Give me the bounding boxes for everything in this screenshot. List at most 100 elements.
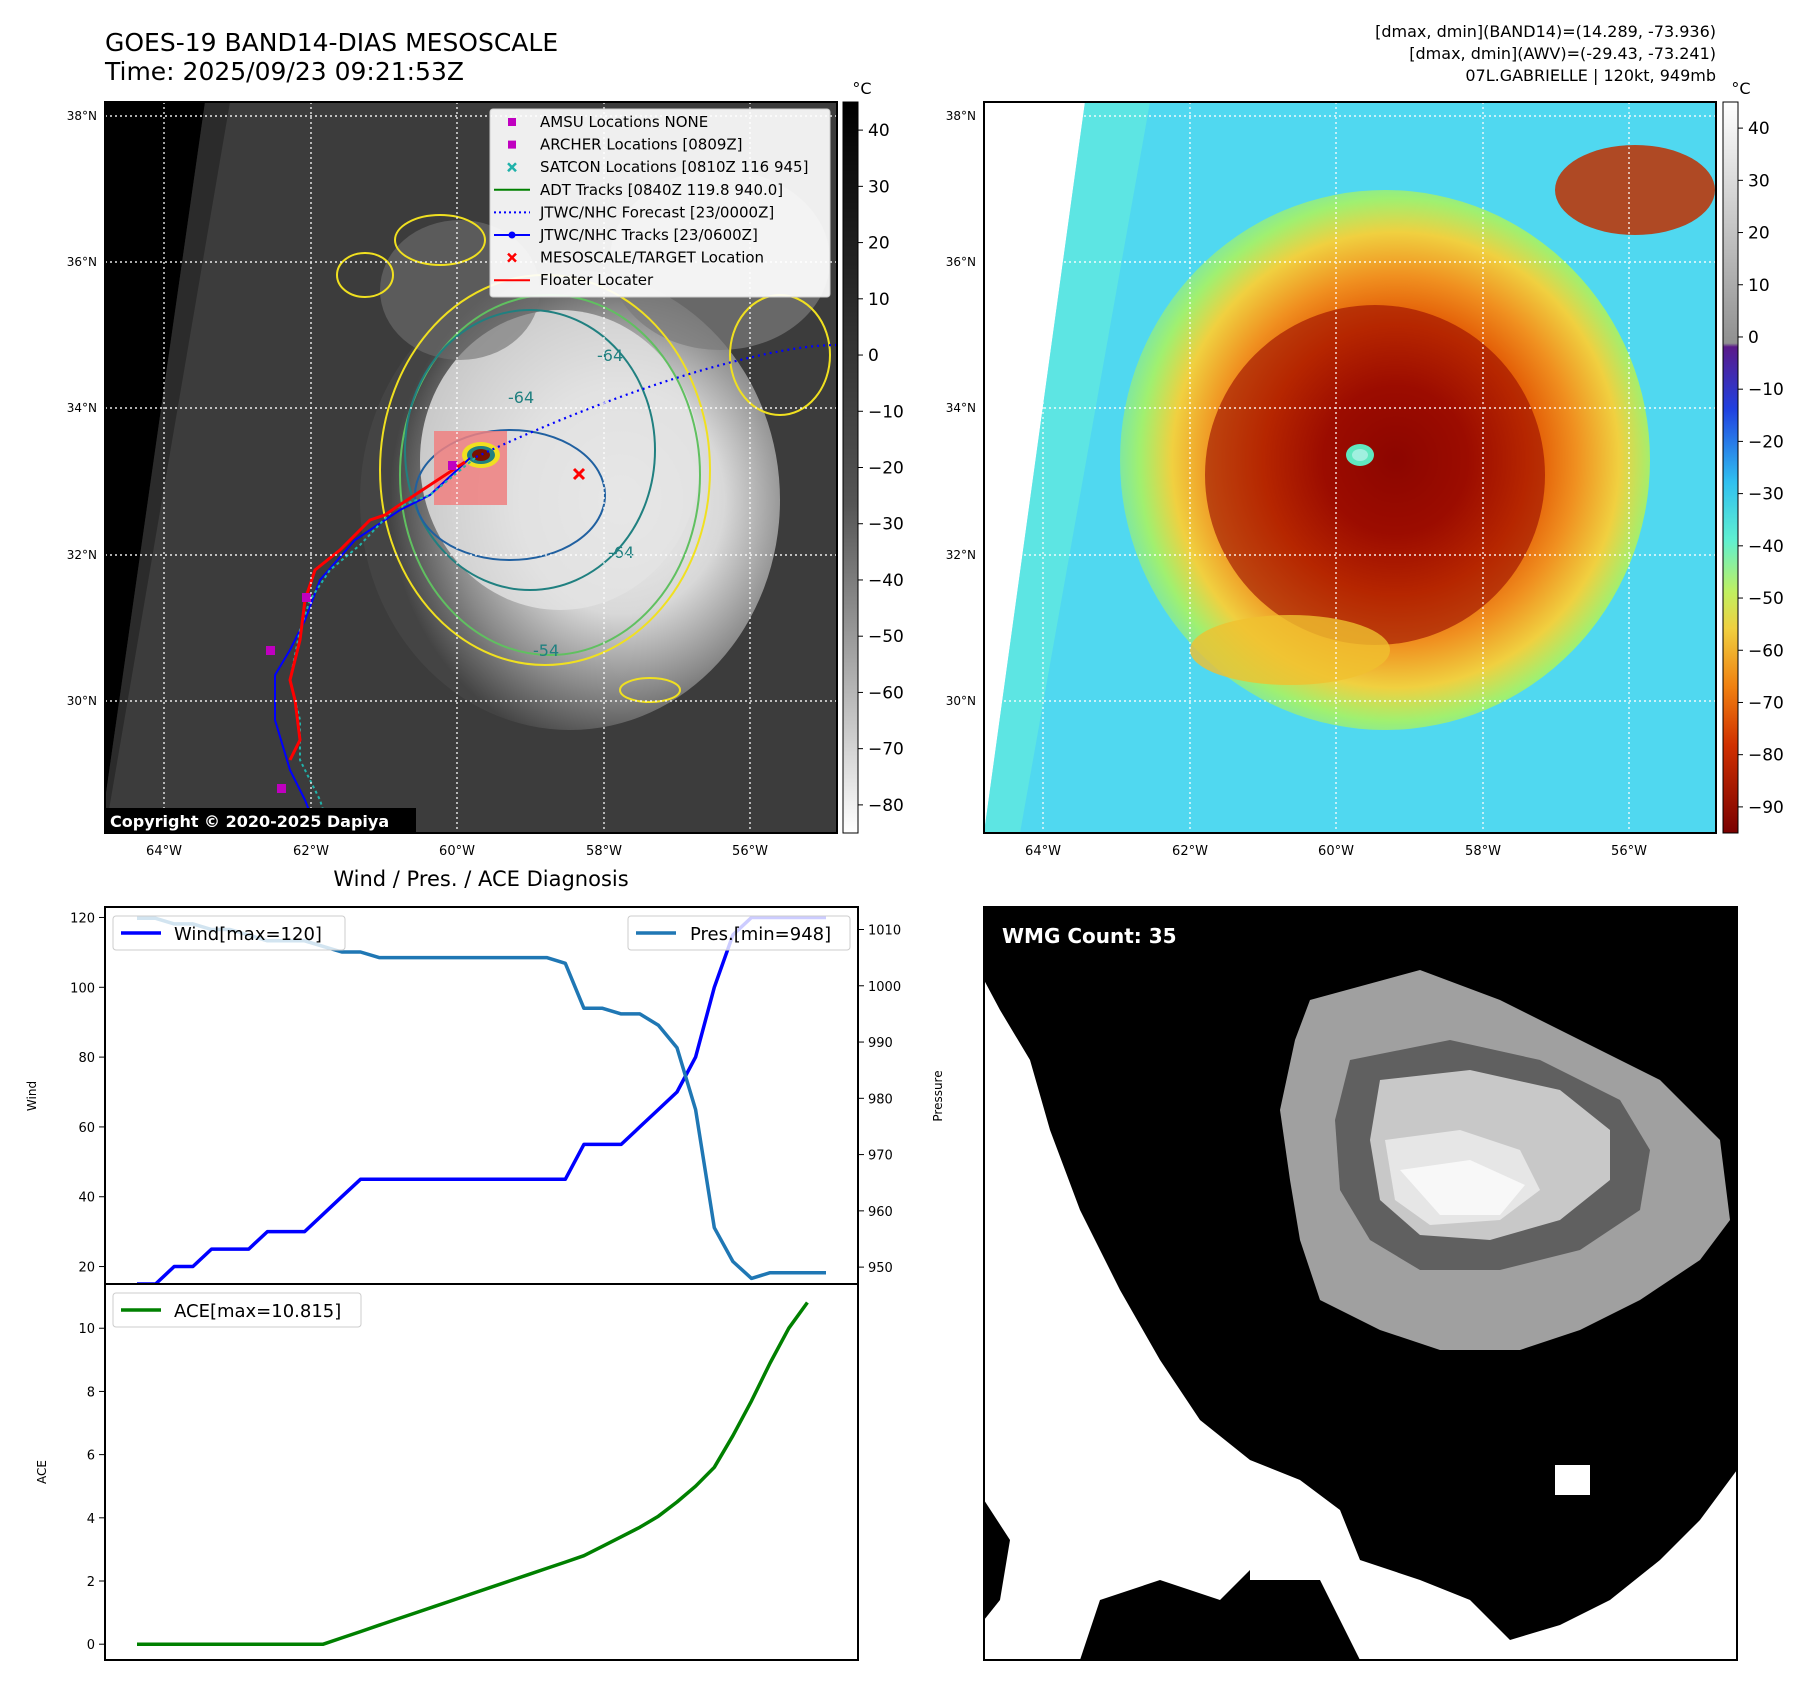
pressure-tick-label: 1000 <box>868 980 901 995</box>
legend-label: JTWC/NHC Tracks [23/0600Z] <box>539 226 758 244</box>
legend-label: SATCON Locations [0810Z 116 945] <box>540 158 808 176</box>
satcon-track <box>288 457 476 833</box>
lat-label: 32°N <box>67 548 97 562</box>
lon-label: 62°W <box>293 844 329 859</box>
ace-tick-label: 6 <box>87 1449 95 1464</box>
left-lon-labels: 64°W 62°W 60°W 58°W 56°W <box>146 844 768 859</box>
lat-label: 36°N <box>946 255 976 269</box>
pressure-tick-label: 990 <box>868 1036 893 1051</box>
pressure-legend: Pres.[min=948] <box>627 915 851 951</box>
ace-chart: ACE 0 2 4 6 8 10 ACE[max=10.815] <box>35 1283 859 1661</box>
ace-tick-label: 0 <box>87 1638 95 1653</box>
contour-label: -54 <box>533 641 559 660</box>
wind-legend-label: Wind[max=120] <box>174 924 322 945</box>
lat-label: 30°N <box>946 694 976 708</box>
ace-tick-label: 4 <box>87 1512 95 1527</box>
wind-legend: Wind[max=120] <box>112 915 346 951</box>
colorbar-tick-label: −10 <box>868 402 904 422</box>
lat-label: 34°N <box>946 401 976 415</box>
wmg-count-badge <box>995 917 1191 954</box>
figure-title: GOES-19 BAND14-DIAS MESOSCALE <box>105 28 558 57</box>
lat-label: 34°N <box>67 401 97 415</box>
lon-label: 64°W <box>1025 844 1061 859</box>
lat-label: 36°N <box>67 255 97 269</box>
archer-marker <box>448 461 457 470</box>
right-lat-labels: 38°N 36°N 34°N 32°N 30°N <box>946 109 976 708</box>
lat-label: 38°N <box>946 109 976 123</box>
legend-marker-dot <box>508 231 516 239</box>
colorbar-tick-label: −70 <box>1748 693 1784 713</box>
contour-label: -64 <box>608 543 634 562</box>
copyright-label: Copyright © 2020-2025 Dapiya <box>110 812 389 831</box>
colorbar-tick-label: −20 <box>868 459 904 479</box>
legend-entry: Floater Locater <box>494 271 654 289</box>
colorbar-tick-label: −80 <box>868 796 904 816</box>
legend-label: AMSU Locations NONE <box>540 113 708 131</box>
info-band14: [dmax, dmin](BAND14)=(14.289, -73.936) <box>1375 22 1716 41</box>
legend-label: ADT Tracks [0840Z 119.8 940.0] <box>540 181 783 199</box>
ace-series-line <box>137 1301 809 1646</box>
lat-label: 30°N <box>67 694 97 708</box>
legend-entry: JTWC/NHC Tracks [23/0600Z] <box>494 226 758 244</box>
legend-label: MESOSCALE/TARGET Location <box>540 249 764 267</box>
jtwc-track <box>274 457 471 833</box>
colorbar-tick-label: −70 <box>868 740 904 760</box>
colorbar-tick-label: −30 <box>1748 485 1784 505</box>
legend-label: Floater Locater <box>540 271 654 289</box>
lon-label: 60°W <box>439 844 475 859</box>
pressure-tick-label: 950 <box>868 1261 893 1276</box>
colorbar-tick-label: −30 <box>868 515 904 535</box>
left-lat-labels: 38°N 36°N 34°N 32°N 30°N <box>67 109 97 708</box>
colorbar-tick-label: 30 <box>868 177 890 197</box>
colorbar-tick-label: 20 <box>868 234 890 254</box>
legend-entry: ARCHER Locations [0809Z] <box>508 136 743 154</box>
pressure-tick-label: 960 <box>868 1205 893 1220</box>
lon-label: 60°W <box>1318 844 1354 859</box>
wind-series-line <box>137 915 826 1286</box>
ace-legend: ACE[max=10.815] <box>112 1292 362 1328</box>
figure-time: Time: 2025/09/23 09:21:53Z <box>104 57 464 86</box>
colorbar-tick-label: −40 <box>868 571 904 591</box>
floater-track <box>288 460 466 761</box>
colorbar-tick-label: 30 <box>1748 171 1770 191</box>
colorbar-tick-label: 0 <box>1748 328 1759 348</box>
ace-tick-label: 8 <box>87 1385 95 1400</box>
archer-marker <box>277 784 286 793</box>
wmg-panel: WMG Count: 35 <box>983 906 1738 1661</box>
legend-entry: SATCON Locations [0810Z 116 945] <box>507 158 808 176</box>
pressure-tick-label: 1010 <box>868 924 901 939</box>
left-colorbar: °C 40 30 20 10 0 −10 −20 −30 −40 −50 −60 −70 −80 <box>842 79 904 834</box>
floater-box <box>434 431 507 505</box>
wind-tick-label: 100 <box>70 981 95 996</box>
colorbar-tick-label: 40 <box>868 121 890 141</box>
colorbar-tick-label: −40 <box>1748 537 1784 557</box>
lon-label: 56°W <box>732 844 768 859</box>
right-lon-labels: 64°W 62°W 60°W 58°W 56°W <box>1025 844 1647 859</box>
colorbar-tick-label: −60 <box>1748 641 1784 661</box>
ace-legend-label: ACE[max=10.815] <box>174 1301 341 1322</box>
wind-tick-label: 40 <box>78 1191 95 1206</box>
colorbar-tick-label: 20 <box>1748 224 1770 244</box>
pressure-axis-label: Pressure <box>931 1070 945 1121</box>
ace-tick-label: 10 <box>78 1322 95 1337</box>
chart-title: Wind / Pres. / ACE Diagnosis <box>333 867 628 891</box>
lon-label: 62°W <box>1172 844 1208 859</box>
right-colorbar: °C 40 30 20 10 0 −10 −20 −30 −40 −50 −60 −70 −80 −90 <box>1722 79 1784 834</box>
wind-tick-label: 80 <box>78 1051 95 1066</box>
wmg-count-label: WMG Count: 35 <box>1002 924 1177 948</box>
contour-label: -64 <box>508 388 534 407</box>
colorbar-tick-label: 10 <box>1748 276 1770 296</box>
colorbar-tick-label: −50 <box>1748 589 1784 609</box>
info-awv: [dmax, dmin](AWV)=(-29.43, -73.241) <box>1409 44 1716 63</box>
lon-label: 58°W <box>1465 844 1501 859</box>
legend-label: ARCHER Locations [0809Z] <box>540 136 743 154</box>
colorbar-unit: °C <box>852 79 871 98</box>
legend-entry: MESOSCALE/TARGET Location <box>507 249 764 267</box>
legend-entry: JTWC/NHC Forecast [23/0000Z] <box>494 203 774 221</box>
ace-axis-label: ACE <box>35 1460 49 1484</box>
target-marker <box>572 467 586 481</box>
colorbar-tick-label: −10 <box>1748 380 1784 400</box>
wind-pressure-chart: Wind Pressure 20 40 60 80 100 120 950 960 970 98… <box>25 906 945 1286</box>
map-legend: AMSU Locations NONE ARCHER Locations [080… <box>489 108 831 298</box>
